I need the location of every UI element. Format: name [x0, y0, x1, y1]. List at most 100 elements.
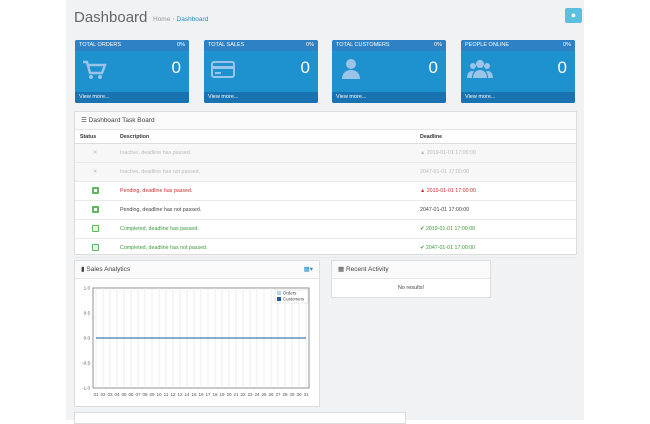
task-table: Status Description Deadline ✕ Inactive, …: [75, 131, 576, 258]
row-deadline: 2047-01-01 17:00:00: [420, 169, 470, 175]
user-icon: [342, 59, 360, 79]
legend-swatch: [277, 297, 281, 301]
calendar-icon: ▦: [338, 266, 345, 273]
y-tick-label: 1.0: [84, 286, 91, 291]
recent-activity-title: Recent Activity: [345, 266, 389, 273]
tile-percent: 0%: [563, 42, 571, 48]
table-row: Completed, deadline has not passed. ✔ 20…: [75, 238, 576, 258]
tile-value: 0: [300, 58, 310, 77]
calendar-dropdown[interactable]: ▦▾: [303, 266, 313, 273]
task-board-panel: ☰ Dashboard Task Board Status Descriptio…: [74, 111, 577, 258]
x-tick-label: 29: [289, 392, 295, 397]
x-tick-label: 05: [121, 392, 127, 397]
disabled-icon: ✕: [92, 169, 98, 175]
disabled-icon: ✕: [92, 150, 98, 156]
row-deadline: 2019-01-01 17:00:00: [425, 226, 476, 232]
check-icon: ✔: [420, 245, 425, 251]
gear-icon: ●: [570, 10, 577, 20]
tile-value: 0: [428, 58, 438, 77]
x-tick-label: 06: [128, 392, 134, 397]
next-panel-edge: [74, 412, 406, 424]
status-checkbox[interactable]: [91, 186, 99, 194]
sales-chart: 01 02 03 04 05 06 07 08 09 10 11 12 13 14 15 16 17 18 19 20…: [82, 286, 310, 397]
x-tick-label: 21: [233, 392, 239, 397]
view-more-link[interactable]: View more...: [461, 92, 575, 103]
column-deadline: Deadline: [415, 131, 576, 144]
x-tick-label: 16: [198, 392, 204, 397]
tile-total-orders: TOTAL ORDERS 0% 0 View more...: [75, 40, 189, 103]
x-tick-label: 19: [219, 392, 225, 397]
x-tick-label: 13: [177, 392, 183, 397]
status-checkbox[interactable]: [91, 205, 99, 213]
row-deadline: 2019-01-01 17:00:00: [426, 188, 476, 194]
tile-value: 0: [557, 58, 567, 77]
x-tick-label: 27: [275, 392, 281, 397]
table-row: ✕ Inactive, deadline has not passed. 204…: [75, 162, 576, 182]
bar-chart-icon: ▮: [81, 266, 85, 273]
y-tick-label: -0.5: [82, 361, 90, 366]
x-tick-label: 09: [149, 392, 155, 397]
x-tick-label: 26: [268, 392, 274, 397]
breadcrumb-current[interactable]: Dashboard: [176, 16, 209, 23]
status-checkbox[interactable]: [91, 243, 99, 251]
page-header: Dashboard Home › Dashboard ●: [74, 8, 582, 30]
x-tick-label: 02: [100, 392, 106, 397]
credit-card-icon: [211, 61, 235, 78]
row-deadline: 2047-01-01 17:00:00: [420, 207, 470, 213]
tile-percent: 0%: [434, 42, 442, 48]
row-deadline: 2047-01-01 17:00:00: [425, 245, 476, 251]
table-row: Pending, deadline has passed. ▲ 2019-01-…: [75, 181, 576, 201]
x-tick-label: 15: [191, 392, 197, 397]
row-description: Pending, deadline has passed.: [115, 181, 415, 201]
x-tick-label: 20: [226, 392, 232, 397]
row-description: Inactive, deadline has not passed.: [115, 162, 415, 182]
breadcrumb-home[interactable]: Home: [153, 16, 171, 23]
tile-percent: 0%: [306, 42, 314, 48]
task-board-title: Dashboard Task Board: [88, 117, 155, 124]
tile-title: TOTAL SALES: [208, 42, 245, 48]
x-tick-label: 30: [296, 392, 302, 397]
y-tick-label: -1.0: [82, 386, 90, 391]
x-tick-label: 07: [135, 392, 141, 397]
legend-label: Orders: [283, 291, 297, 296]
legend-label: Customers: [283, 297, 305, 302]
table-row: Pending, deadline has not passed. 2047-0…: [75, 200, 576, 220]
view-more-link[interactable]: View more...: [332, 92, 446, 103]
view-more-link[interactable]: View more...: [75, 92, 189, 103]
status-checkbox[interactable]: [91, 224, 99, 232]
tile-title: TOTAL ORDERS: [79, 42, 122, 48]
x-tick-label: 03: [107, 392, 113, 397]
breadcrumb: Home › Dashboard: [153, 16, 209, 23]
x-tick-label: 23: [247, 392, 253, 397]
row-deadline: 2019-01-01 17:00:00: [426, 150, 476, 156]
table-row: ✕ Inactive, deadline has passed. ▲ 2019-…: [75, 143, 576, 163]
x-tick-label: 22: [240, 392, 246, 397]
x-tick-label: 18: [212, 392, 218, 397]
users-icon: [467, 60, 493, 78]
x-tick-label: 01: [93, 392, 99, 397]
task-board-header: ☰ Dashboard Task Board: [75, 112, 576, 130]
sales-analytics-panel: ▮ Sales Analytics ▦▾ 01 02 03 04 05 06 07 08 09 1…: [74, 260, 320, 407]
view-more-link[interactable]: View more...: [204, 92, 318, 103]
row-description: Completed, deadline has passed.: [115, 219, 415, 239]
column-description: Description: [115, 131, 415, 144]
tile-title: PEOPLE ONLINE: [465, 42, 510, 48]
x-tick-label: 12: [170, 392, 176, 397]
warning-icon: ▲: [420, 188, 426, 194]
x-tick-label: 08: [142, 392, 148, 397]
legend: [274, 289, 309, 304]
x-tick-label: 04: [114, 392, 120, 397]
cart-icon: [83, 60, 107, 79]
row-description: Inactive, deadline has passed.: [115, 143, 415, 163]
check-icon: ✔: [420, 226, 425, 232]
x-tick-label: 28: [282, 392, 288, 397]
tile-percent: 0%: [177, 42, 185, 48]
legend-swatch: [277, 291, 281, 295]
x-tick-label: 11: [164, 392, 169, 397]
x-tick-label: 10: [156, 392, 162, 397]
page-title: Dashboard: [74, 9, 148, 26]
tile-people-online: PEOPLE ONLINE 0% 0 View more...: [461, 40, 575, 103]
settings-button[interactable]: ●: [565, 8, 582, 23]
tile-total-customers: TOTAL CUSTOMERS 0% 0 View more...: [332, 40, 446, 103]
y-tick-label: 0.0: [84, 336, 91, 341]
